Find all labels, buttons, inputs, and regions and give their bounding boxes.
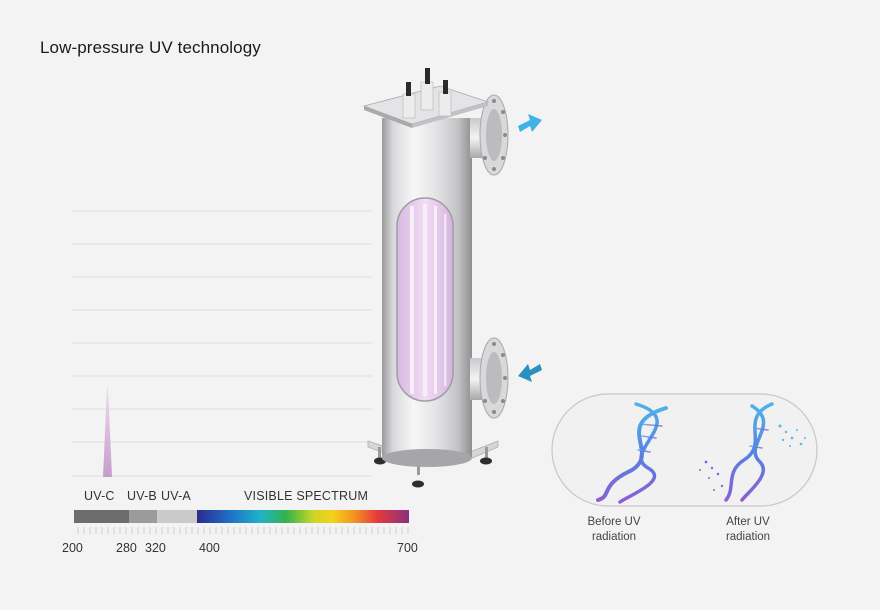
band-label-uvb: UV-B [127, 489, 157, 503]
emission-peak [103, 388, 112, 477]
dna-after-caption: After UV radiation [688, 515, 808, 545]
band-uva [157, 510, 197, 523]
dna-after-icon [699, 402, 806, 502]
tick-label-400: 400 [199, 541, 220, 555]
dna-before-caption: Before UV radiation [554, 515, 674, 545]
dna-after-caption-line2: radiation [725, 531, 771, 543]
inflow-arrow-icon [518, 364, 542, 382]
tick-label-280: 280 [116, 541, 137, 555]
outflow-arrow-icon [518, 114, 542, 132]
dna-before-caption-line2: radiation [591, 531, 637, 543]
band-label-uva: UV-A [161, 489, 191, 503]
spectrum-bar [74, 510, 409, 523]
spectrum-minor-ticks [77, 527, 409, 534]
dna-before-caption-line1: Before UV [587, 516, 641, 528]
tick-label-700: 700 [397, 541, 418, 555]
inlet-pipe [470, 337, 509, 419]
reactor-body [382, 118, 472, 467]
dna-after-caption-line1: After UV [726, 516, 770, 528]
outlet-pipe [470, 94, 509, 176]
page-title: Low-pressure UV technology [40, 38, 261, 57]
dna-capsule [551, 393, 818, 507]
band-visible [197, 510, 409, 523]
band-label-uvc: UV-C [84, 489, 115, 503]
dna-before-icon [596, 402, 668, 504]
tick-label-200: 200 [62, 541, 83, 555]
chart-gridlines [72, 210, 372, 477]
uv-lamp-window [396, 197, 454, 402]
tick-label-320: 320 [145, 541, 166, 555]
band-uvb [129, 510, 157, 523]
lamp-connectors [402, 68, 452, 119]
band-label-visible: VISIBLE SPECTRUM [244, 489, 369, 503]
band-uvc [74, 510, 129, 523]
dna-fragments [778, 424, 806, 447]
